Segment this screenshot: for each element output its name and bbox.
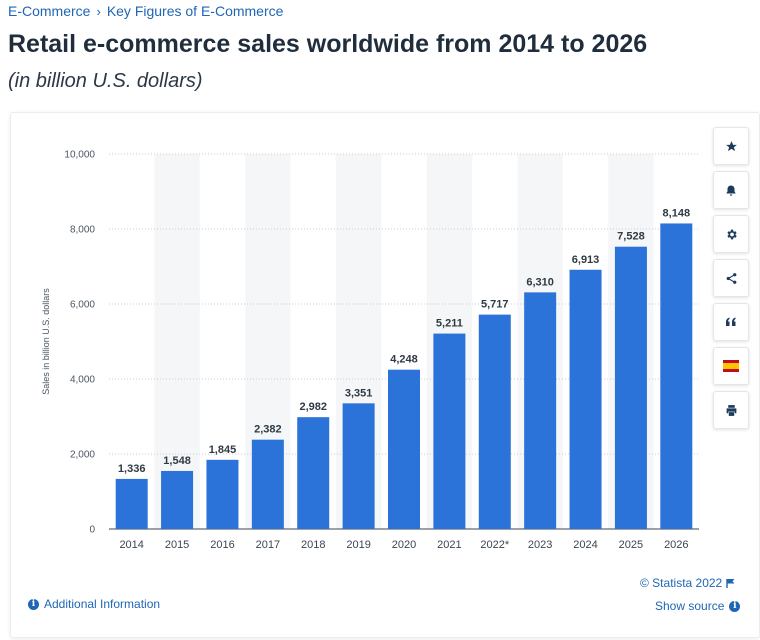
data-label: 5,211 [436,318,463,330]
x-tick-label: 2017 [256,539,280,551]
additional-info-label: Additional Information [44,597,161,611]
copyright-text: © Statista 2022 [640,576,723,590]
page-subtitle: (in billion U.S. dollars) [8,70,203,92]
data-label: 5,717 [481,299,509,311]
data-label: 6,913 [572,254,600,266]
bar-2025 [614,246,647,529]
y-tick-label: 6,000 [70,300,95,311]
bar-2016 [206,459,239,529]
chart-toolbar [713,127,749,429]
bar-2022* [478,314,511,529]
bar-2014 [115,478,148,529]
data-label: 1,845 [209,444,237,456]
data-label: 2,382 [254,424,282,436]
bar-2026 [660,223,693,529]
bar-2018 [297,417,330,529]
y-tick-label: 8,000 [70,225,95,236]
bar-2023 [524,292,557,529]
data-label: 1,336 [118,463,146,475]
bar-2021 [433,333,466,529]
x-tick-label: 2018 [301,539,325,551]
show-source-label: Show source [655,599,725,613]
chart-card: 0 2,000 4,000 6,000 8,000 10,000 Sales in bill… [10,112,760,638]
x-tick-label: 2022* [480,539,509,551]
x-tick-label: 2019 [346,539,370,551]
flag-icon [726,579,735,588]
column-band [154,154,200,529]
additional-info-link[interactable]: i Additional Information [28,597,160,611]
breadcrumb-item-ecommerce[interactable]: E-Commerce [8,3,91,19]
share-button[interactable] [713,259,749,297]
quote-icon [726,317,736,326]
bell-icon [726,185,736,196]
x-tick-label: 2023 [528,539,552,551]
x-tick-label: 2014 [119,539,143,551]
info-icon: i [729,600,741,612]
x-tick-label: 2015 [165,539,189,551]
y-axis-label: Sales in billion U.S. dollars [41,288,51,395]
spain-flag-icon [723,360,739,372]
bar-2024 [569,269,602,529]
y-tick-label: 10,000 [64,150,95,161]
y-tick-label: 2,000 [70,450,95,461]
data-label: 7,528 [617,231,645,243]
data-label: 4,248 [390,354,418,366]
notification-button[interactable] [713,171,749,209]
bar-2020 [388,369,420,529]
x-tick-label: 2016 [210,539,234,551]
data-label: 2,982 [299,401,327,413]
data-label: 1,548 [163,455,191,467]
x-tick-label: 2024 [573,539,597,551]
print-icon [726,404,736,416]
data-label: 3,351 [345,387,373,399]
x-tick-label: 2026 [664,539,688,551]
cite-button[interactable] [713,303,749,341]
y-tick-label: 4,000 [70,375,95,386]
language-button[interactable] [713,347,749,385]
share-icon [726,272,736,284]
breadcrumb-item-key-figures[interactable]: Key Figures of E-Commerce [106,3,284,19]
bar-2015 [161,470,194,529]
bar-2017 [251,439,284,529]
copyright-notice[interactable]: © Statista 2022 [640,576,736,590]
gear-icon [726,229,737,239]
x-tick-label: 2021 [437,539,461,551]
breadcrumb-separator: › [96,3,101,19]
print-button[interactable] [713,391,749,429]
page-title: Retail e-commerce sales worldwide from 2… [8,30,648,58]
show-source-link[interactable]: Show source i [655,599,741,613]
x-tick-label: 2020 [392,539,416,551]
y-tick-label: 0 [89,525,95,536]
info-icon: i [28,598,39,610]
data-label: 8,148 [663,207,691,219]
bar-2019 [342,403,375,529]
breadcrumb: E-Commerce › Key Figures of E-Commerce [8,3,283,19]
data-label: 6,310 [526,276,554,288]
bar-chart: 0 2,000 4,000 6,000 8,000 10,000 Sales in bill… [41,150,699,551]
settings-button[interactable] [713,215,749,253]
x-tick-label: 2025 [619,539,643,551]
star-icon [725,140,737,151]
favorite-button[interactable] [713,127,749,165]
